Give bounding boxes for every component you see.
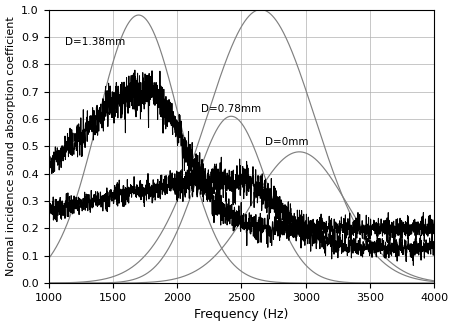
Text: D=0.78mm: D=0.78mm (201, 104, 261, 114)
Text: D=1.38mm: D=1.38mm (65, 37, 126, 47)
Y-axis label: Normal incidence sound absorption coefficient: Normal incidence sound absorption coeffi… (5, 16, 15, 276)
X-axis label: Frequency (Hz): Frequency (Hz) (194, 308, 289, 321)
Text: D=0mm: D=0mm (265, 137, 308, 147)
